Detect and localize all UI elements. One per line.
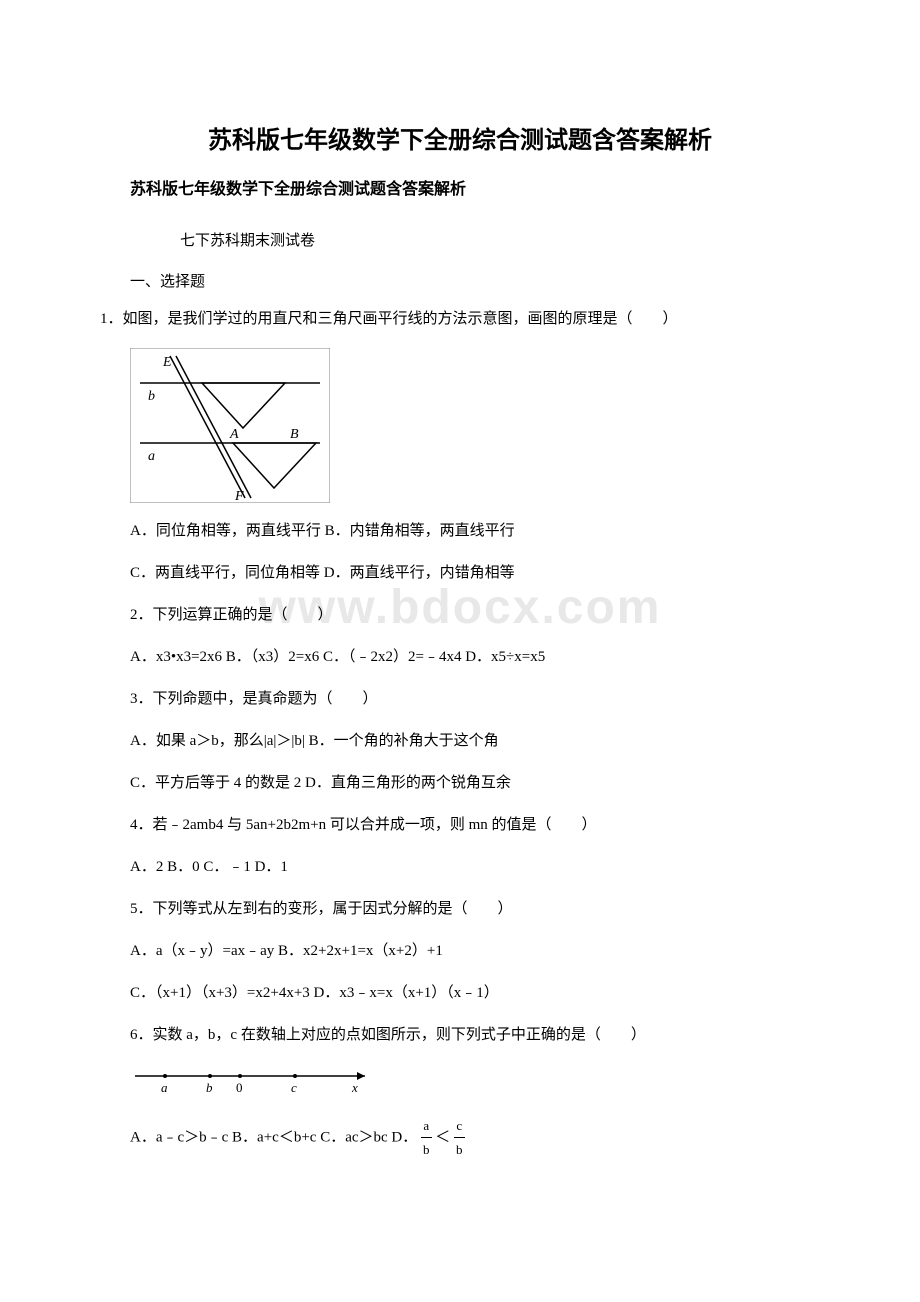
svg-text:a: a <box>161 1080 168 1095</box>
question-4: 4．若﹣2amb4 与 5an+2b2m+n 可以合并成一项，则 mn 的值是（… <box>130 812 820 839</box>
fraction-1-den: b <box>421 1138 432 1161</box>
document-content: 苏科版七年级数学下全册综合测试题含答案解析 苏科版七年级数学下全册综合测试题含答… <box>100 120 820 1162</box>
svg-text:A: A <box>229 427 239 442</box>
q6-options: A．a﹣c＞b﹣c B．a+c＜b+c C．ac＞bc D． a b ＜ c b <box>130 1114 820 1162</box>
question-5: 5．下列等式从左到右的变形，属于因式分解的是（ ） <box>130 896 820 923</box>
q3-options-ab: A．如果 a＞b，那么|a|＞|b| B．一个角的补角大于这个角 <box>130 728 820 755</box>
question-1: 1．如图，是我们学过的用直尺和三角尺画平行线的方法示意图，画图的原理是（ ） <box>100 306 820 333</box>
svg-text:b: b <box>206 1080 213 1095</box>
figure-2: a b 0 c x <box>130 1064 820 1099</box>
fraction-2-den: b <box>454 1138 465 1161</box>
q2-options: A．x3•x3=2x6 B．（x3）2=x6 C．（﹣2x2）2=﹣4x4 D．… <box>130 644 820 671</box>
svg-text:B: B <box>290 427 299 442</box>
svg-text:F: F <box>234 489 244 503</box>
q5-options-cd: C．（x+1）（x+3）=x2+4x+3 D．x3﹣x=x（x+1）（x﹣1） <box>130 980 820 1007</box>
figure-1: E b a A B F <box>130 348 820 503</box>
question-2: 2．下列运算正确的是（ ） <box>130 602 820 629</box>
q5-options-ab: A．a（x﹣y）=ax﹣ay B．x2+2x+1=x（x+2）+1 <box>130 938 820 965</box>
fraction-1-num: a <box>421 1114 432 1138</box>
fraction-2-num: c <box>454 1114 465 1138</box>
fraction-2: c b <box>454 1114 465 1162</box>
q6-option-text: A．a﹣c＞b﹣c B．a+c＜b+c C．ac＞bc D． <box>130 1129 417 1145</box>
svg-text:E: E <box>162 355 172 370</box>
exam-label: 七下苏科期末测试卷 <box>180 229 820 250</box>
svg-text:c: c <box>291 1080 297 1095</box>
svg-text:b: b <box>148 389 155 404</box>
q1-options-cd: C．两直线平行，同位角相等 D．两直线平行，内错角相等 <box>130 560 820 587</box>
question-6: 6．实数 a，b，c 在数轴上对应的点如图所示，则下列式子中正确的是（ ） <box>130 1022 820 1049</box>
section-title: 一、选择题 <box>130 270 820 291</box>
svg-text:0: 0 <box>236 1080 243 1095</box>
sub-title: 苏科版七年级数学下全册综合测试题含答案解析 <box>130 175 820 199</box>
fraction-1: a b <box>421 1114 432 1162</box>
q3-options-cd: C．平方后等于 4 的数是 2 D．直角三角形的两个锐角互余 <box>130 770 820 797</box>
svg-text:x: x <box>351 1080 358 1095</box>
q4-options: A．2 B．0 C．﹣1 D．1 <box>130 854 820 881</box>
main-title: 苏科版七年级数学下全册综合测试题含答案解析 <box>100 120 820 155</box>
svg-text:a: a <box>148 449 155 464</box>
q1-options-ab: A．同位角相等，两直线平行 B．内错角相等，两直线平行 <box>130 518 820 545</box>
question-3: 3．下列命题中，是真命题为（ ） <box>130 686 820 713</box>
